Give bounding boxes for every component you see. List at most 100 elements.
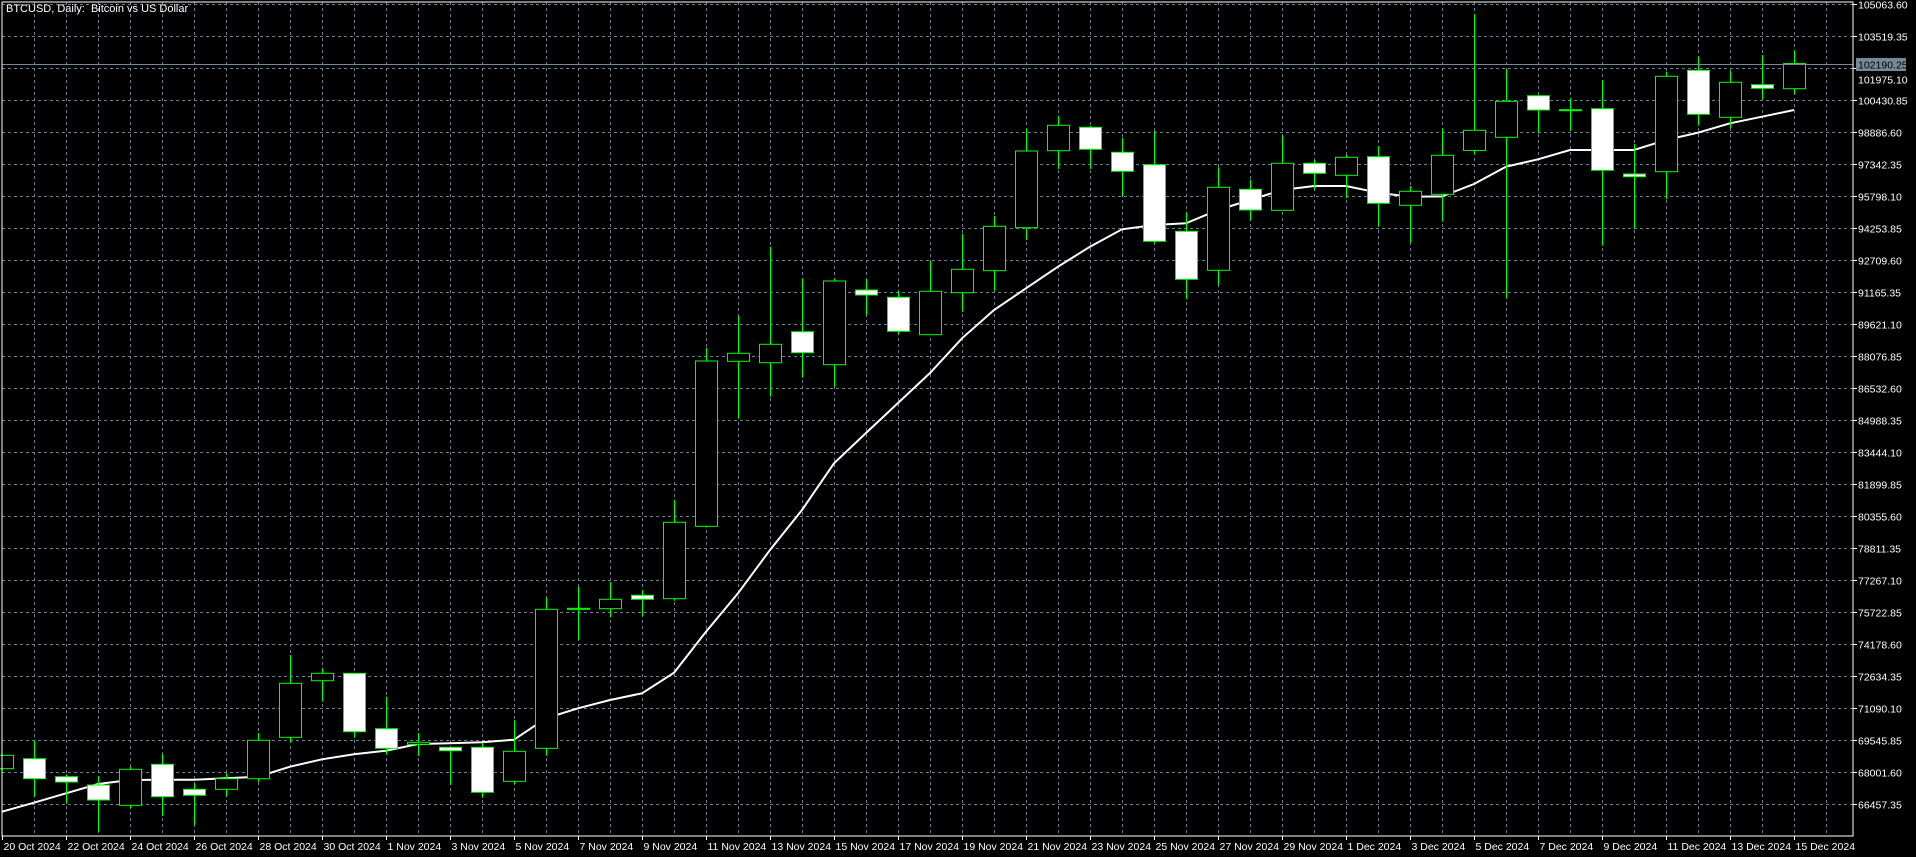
date-tick-label: 20 Oct 2024 (4, 841, 61, 853)
date-tick-label: 24 Oct 2024 (132, 841, 189, 853)
candle-body (23, 758, 46, 780)
candle-bullish (119, 766, 142, 809)
candle-body (1271, 162, 1294, 211)
candle-body (631, 594, 654, 600)
candle-body (791, 331, 814, 354)
candle-body (1591, 108, 1614, 171)
candle-bearish (375, 696, 398, 755)
candle-body (343, 672, 366, 733)
candle-body (279, 682, 302, 738)
date-tick-label: 27 Nov 2024 (1220, 841, 1280, 853)
candle-body (55, 776, 78, 783)
candle-bullish (311, 668, 334, 702)
date-tick-label: 5 Dec 2024 (1476, 841, 1530, 853)
candle-body (1655, 75, 1678, 173)
candle-bearish (1111, 138, 1134, 197)
time-axis[interactable]: 20 Oct 2024 22 Oct 2024 24 Oct 2024 26 Oct … (2, 836, 1856, 853)
candle-bearish (23, 740, 46, 798)
date-tick-label: 7 Nov 2024 (580, 841, 634, 853)
price-tick-label: 98886.60 (1858, 128, 1902, 140)
candle-body (375, 728, 398, 749)
date-tick-label: 23 Nov 2024 (1092, 841, 1152, 853)
price-tick-label: 94253.85 (1858, 224, 1902, 236)
candle-bullish (1719, 71, 1742, 129)
candle-bullish (1463, 14, 1486, 155)
candle-body (1047, 124, 1070, 152)
date-tick-label: 3 Dec 2024 (1412, 841, 1466, 853)
candle-bearish (471, 743, 494, 798)
price-tick-label: 78811.35 (1858, 544, 1901, 556)
price-tick-label: 75722.85 (1858, 608, 1902, 620)
price-tick-label: 89621.10 (1858, 320, 1902, 332)
candle-bullish (695, 348, 718, 528)
candle-body (503, 750, 526, 782)
candle-bearish (87, 776, 110, 832)
date-tick-label: 11 Nov 2024 (708, 841, 767, 853)
candle-body (1111, 151, 1134, 172)
price-tick-label: 88076.85 (1858, 352, 1902, 364)
price-axis[interactable]: 105063.60 103519.35 101975.10 100430.85 9888… (1853, 0, 1908, 812)
candle-body (663, 521, 686, 600)
candle-body (951, 268, 974, 294)
candle-body (1399, 190, 1422, 206)
date-tick-label: 26 Oct 2024 (196, 841, 253, 853)
candle-bullish (503, 720, 526, 785)
current-price-label: 102190.25 (1858, 60, 1908, 72)
candle-bearish (151, 754, 174, 817)
candle-bullish (407, 733, 430, 757)
candle-body (1527, 95, 1550, 111)
candle-bearish (791, 278, 814, 378)
candle-bearish (855, 278, 878, 315)
price-tick-label: 66457.35 (1858, 800, 1902, 812)
candle-body (1143, 164, 1166, 242)
candle-bearish (1239, 180, 1262, 221)
candle-bearish (1623, 144, 1646, 229)
candle-bullish (1431, 128, 1454, 222)
plot-border (1, 1, 1854, 837)
candle-bullish (1271, 135, 1294, 211)
date-tick-label: 15 Nov 2024 (836, 841, 896, 853)
candle-body (151, 763, 174, 798)
candle-body (247, 739, 270, 780)
candle-body (215, 778, 238, 790)
candle-body (1175, 230, 1198, 280)
price-tick-label: 77267.10 (1858, 576, 1902, 588)
price-tick-label: 68001.60 (1858, 768, 1902, 780)
candle-body (919, 290, 942, 336)
candle-body (1751, 84, 1774, 89)
price-tick-label: 95798.10 (1858, 192, 1902, 204)
date-tick-label: 5 Nov 2024 (516, 841, 570, 853)
candle-bullish (919, 260, 942, 336)
candle-body (1431, 154, 1454, 195)
candle-bearish (631, 590, 654, 616)
candle-body (1367, 156, 1390, 204)
candle-bullish (535, 597, 558, 756)
candle-bearish (1367, 145, 1390, 227)
candle-bullish (1655, 71, 1678, 200)
price-tick-label: 100430.85 (1858, 96, 1908, 108)
price-tick-label: 84988.35 (1858, 416, 1902, 428)
candle-bearish (1175, 212, 1198, 300)
price-tick-label: 97342.35 (1858, 160, 1902, 172)
candle-bullish (1559, 98, 1582, 131)
candles-layer (0, 14, 1806, 832)
price-tick-label: 103519.35 (1858, 32, 1908, 44)
candle-bearish (887, 290, 910, 335)
date-tick-label: 29 Nov 2024 (1284, 841, 1344, 853)
candle-body (535, 608, 558, 749)
candle-bearish (183, 783, 206, 825)
candle-bullish (1399, 185, 1422, 243)
candle-body (1079, 126, 1102, 150)
candle-bullish (663, 499, 686, 601)
candle-body (439, 746, 462, 752)
candle-bullish (1495, 68, 1518, 298)
date-tick-label: 28 Oct 2024 (260, 841, 317, 853)
candle-bullish (1207, 167, 1230, 286)
candle-bearish (1303, 160, 1326, 190)
candle-body (311, 672, 334, 682)
price-tick-label: 105063.60 (1858, 0, 1908, 12)
candle-body (183, 788, 206, 796)
date-tick-label: 9 Nov 2024 (644, 841, 698, 853)
price-tick-label: 101975.10 (1858, 75, 1908, 87)
